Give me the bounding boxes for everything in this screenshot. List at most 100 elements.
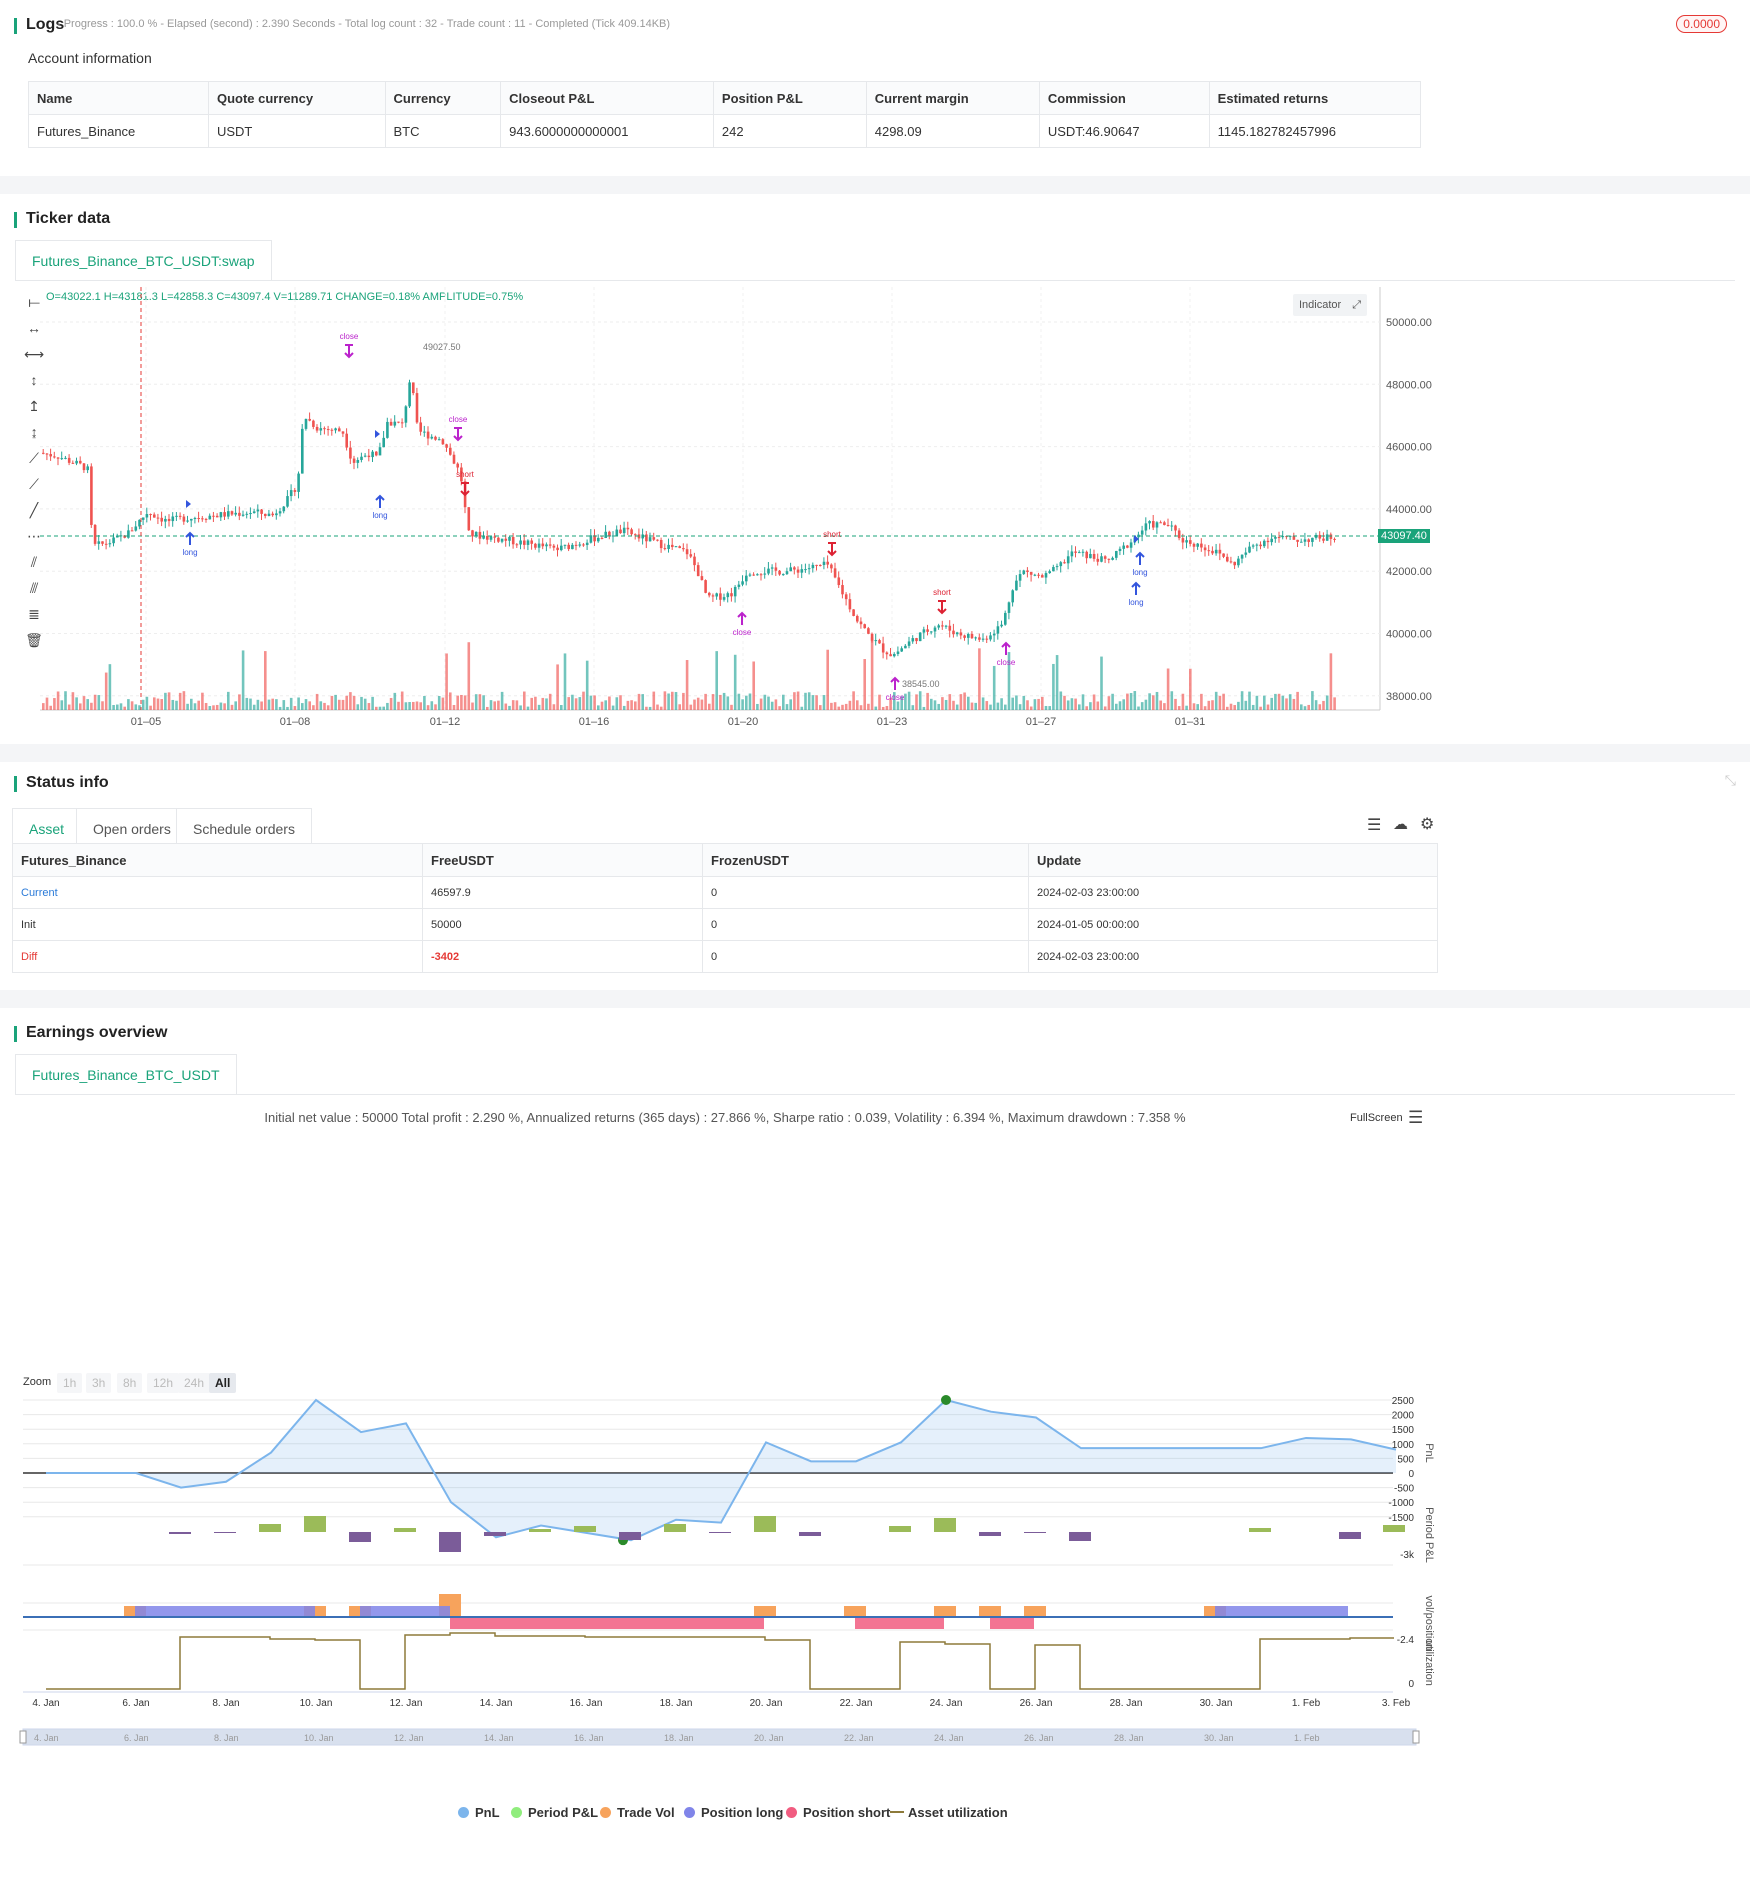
volume-bar bbox=[896, 701, 900, 710]
trade-marker-label: close bbox=[449, 415, 468, 424]
volume-bar bbox=[885, 706, 889, 710]
volume-bar bbox=[249, 698, 252, 710]
candle-body bbox=[138, 519, 141, 527]
horizontal-ray-tool-icon[interactable]: ↔ bbox=[27, 320, 41, 336]
gear-icon[interactable]: ⚙ bbox=[1420, 816, 1435, 833]
indicator-button[interactable]: Indicator ⤢ bbox=[1293, 294, 1368, 316]
legend-item-position-long[interactable]: Position long bbox=[684, 1805, 783, 1820]
ray-line-tool-icon[interactable]: ⟋ bbox=[29, 476, 39, 492]
pnl-tick-label: 0 bbox=[1408, 1469, 1414, 1480]
volume-bar bbox=[652, 691, 656, 710]
candle-body bbox=[941, 625, 944, 627]
tab-ticker-symbol[interactable]: Futures_Binance_BTC_USDT:swap bbox=[15, 240, 272, 280]
period-pnl-bar bbox=[259, 1524, 281, 1532]
volume-bar bbox=[1166, 668, 1170, 710]
fib-channel-tool-icon[interactable]: ⫻ bbox=[29, 580, 39, 596]
candle-body bbox=[153, 514, 156, 518]
volume-bar bbox=[1129, 693, 1133, 710]
candle-body bbox=[578, 544, 582, 546]
volume-bar bbox=[60, 700, 64, 710]
pnl-area bbox=[46, 1400, 1396, 1541]
candle-body bbox=[708, 592, 711, 596]
table-cell: 0 bbox=[702, 876, 1029, 909]
volume-bar bbox=[112, 704, 115, 710]
candle-body bbox=[104, 543, 108, 545]
volume-bar bbox=[604, 700, 607, 710]
volume-bar bbox=[1203, 706, 1207, 710]
trade-vol-bar bbox=[754, 1606, 776, 1617]
volume-bar bbox=[737, 693, 741, 710]
candle-body bbox=[815, 564, 818, 566]
volume-bar bbox=[719, 694, 722, 710]
candle-body bbox=[608, 531, 611, 536]
vertical-ray-tool-icon[interactable]: ↥ bbox=[28, 398, 40, 414]
volume-bar bbox=[693, 699, 696, 710]
zoom-3h-button[interactable]: 3h bbox=[86, 1373, 112, 1393]
cloud-download-icon[interactable]: ☁ bbox=[1393, 816, 1408, 833]
parallel-channel-tool-icon[interactable]: ⫽ bbox=[30, 554, 38, 570]
tab-open-orders[interactable]: Open orders bbox=[76, 808, 188, 848]
candle-body bbox=[515, 544, 519, 546]
vertical-segment-tool-icon[interactable]: ↨ bbox=[30, 424, 38, 440]
legend-item-trade-vol[interactable]: Trade Vol bbox=[600, 1805, 675, 1820]
zoom-24h-button[interactable]: 24h bbox=[178, 1373, 211, 1393]
list-icon[interactable]: ☰ bbox=[1367, 817, 1382, 834]
tab-earnings-symbol[interactable]: Futures_Binance_BTC_USDT bbox=[15, 1054, 237, 1094]
volume-bar bbox=[90, 702, 93, 710]
util-tick-label: 0 bbox=[1408, 1679, 1414, 1690]
zoom-all-button[interactable]: All bbox=[209, 1373, 237, 1393]
zoom-1h-button[interactable]: 1h bbox=[57, 1373, 83, 1393]
volume-bar bbox=[1085, 706, 1088, 710]
volume-bar bbox=[271, 698, 274, 710]
period-pnl-bar bbox=[754, 1516, 776, 1532]
fib-levels-tool-icon[interactable]: ≣ bbox=[28, 606, 40, 622]
volume-bar bbox=[267, 699, 271, 710]
tab-asset[interactable]: Asset bbox=[12, 808, 82, 848]
legend-item-position-short[interactable]: Position short bbox=[786, 1805, 890, 1820]
legend-item-asset-utilization[interactable]: Asset utilization bbox=[890, 1805, 1008, 1820]
x-tick-label: 18. Jan bbox=[660, 1698, 693, 1709]
candle-body bbox=[663, 548, 667, 550]
candle-body bbox=[230, 511, 234, 515]
price-tick-label: 38000.00 bbox=[1386, 691, 1432, 703]
volume-bar bbox=[689, 704, 693, 710]
account-header: Name bbox=[28, 81, 209, 115]
candle-body bbox=[249, 513, 252, 515]
candlestick-chart[interactable]: 50000.00 48000.00 46000.00 44000.00 42000.00… bbox=[0, 194, 1750, 744]
earnings-chart[interactable]: 2500 2000 1500 1000 500 0 -500 -1000 -1500 PnL -3k… bbox=[0, 1395, 1750, 1891]
volume-bar bbox=[493, 701, 496, 710]
horizontal-segment-tool-icon[interactable]: ⟷ bbox=[24, 346, 45, 362]
vertical-line-tool-icon[interactable]: ↕ bbox=[30, 372, 38, 388]
volume-bar bbox=[1311, 691, 1314, 710]
horizontal-line-tool-icon[interactable]: ⟝ bbox=[28, 294, 40, 310]
volume-bar bbox=[645, 706, 648, 710]
volume-bar bbox=[49, 705, 52, 710]
volume-bar bbox=[1237, 701, 1240, 710]
zoom-8h-button[interactable]: 8h bbox=[117, 1373, 143, 1393]
fullscreen-button[interactable]: FullScreen bbox=[1350, 1112, 1403, 1124]
x-tick-label: 24. Jan bbox=[930, 1698, 963, 1709]
legend-item-period-pnl[interactable]: Period P&L bbox=[511, 1805, 598, 1820]
zoom-12h-button[interactable]: 12h bbox=[147, 1373, 180, 1393]
volume-bar bbox=[160, 699, 163, 710]
volume-bar bbox=[149, 705, 152, 710]
trend-line-tool-icon[interactable]: ⟋ bbox=[29, 450, 39, 466]
tab-schedule-orders[interactable]: Schedule orders bbox=[176, 808, 312, 848]
candle-body bbox=[804, 569, 807, 571]
volume-bar bbox=[167, 692, 171, 710]
candle-body bbox=[382, 437, 385, 448]
menu-icon[interactable]: ☰ bbox=[1408, 1108, 1424, 1127]
collapse-icon[interactable]: ⤡ bbox=[1724, 772, 1736, 788]
candle-body bbox=[412, 382, 415, 394]
candle-body bbox=[811, 564, 815, 569]
trash-icon[interactable]: 🗑 bbox=[25, 632, 43, 648]
price-line-tool-icon[interactable]: ⋯ bbox=[27, 528, 41, 544]
volume-bar bbox=[804, 692, 807, 710]
volume-bar bbox=[504, 703, 508, 710]
legend-item-pnl[interactable]: PnL bbox=[458, 1805, 500, 1820]
segment-tool-icon[interactable]: ╱ bbox=[29, 502, 39, 518]
price-tick-label: 48000.00 bbox=[1386, 379, 1432, 391]
period-pnl-bar bbox=[1383, 1525, 1405, 1532]
candle-body bbox=[685, 549, 689, 555]
candle-body bbox=[141, 517, 145, 520]
